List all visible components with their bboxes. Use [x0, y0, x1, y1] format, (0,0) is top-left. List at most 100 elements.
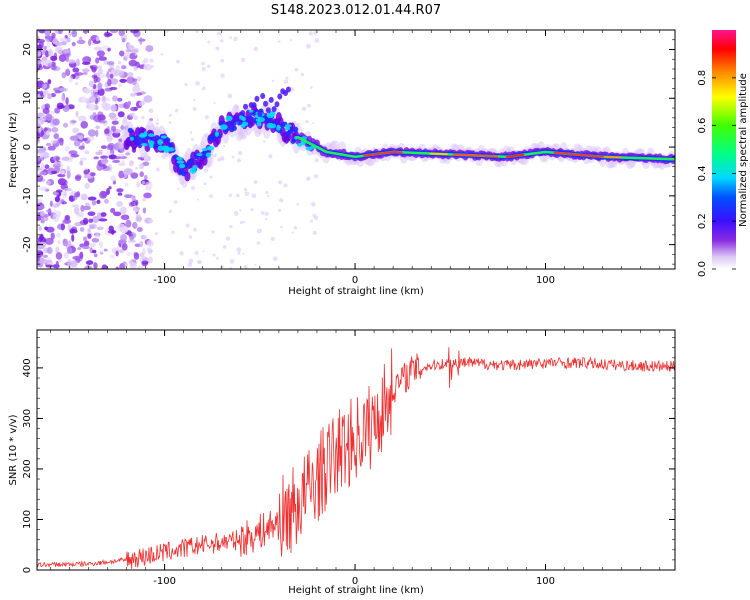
heatmap-noise-point: [110, 117, 118, 121]
heatmap-noise-point: [61, 94, 65, 102]
heatmap-faint-point: [136, 36, 139, 39]
heatmap-noise-point: [79, 157, 87, 161]
heatmap-faint-point: [253, 180, 258, 185]
heatmap-noise-point: [139, 240, 144, 248]
heatmap-noise-point: [74, 222, 83, 227]
heatmap-faint-point: [293, 226, 298, 230]
heatmap-faint-point: [227, 93, 233, 99]
heatmap-noise-point: [120, 206, 127, 213]
heatmap-noise-point: [72, 127, 80, 134]
heatmap-noise-point: [128, 233, 133, 237]
heatmap-faint-point: [201, 61, 205, 66]
heatmap-noise-point: [93, 75, 98, 84]
heatmap-faint-point: [270, 236, 275, 241]
heatmap-faint-point: [231, 155, 235, 159]
heatmap-noise-point: [38, 226, 42, 232]
heatmap-core-hot: [495, 155, 499, 158]
heatmap-noise-point: [57, 105, 65, 109]
heatmap-faint-point: [189, 131, 193, 134]
heatmap-faint-point: [206, 64, 211, 69]
heatmap-upper-streak: [228, 123, 234, 130]
heatmap-noise-point: [38, 127, 42, 133]
heatmap-noise-point: [61, 156, 70, 161]
heatmap-faint-point: [148, 108, 154, 114]
heatmap-noise-point: [90, 89, 95, 97]
heatmap-faint-point: [307, 103, 311, 108]
heatmap-noise-point: [50, 64, 57, 71]
heatmap-noise-point: [142, 161, 150, 166]
heatmap-noise-point: [137, 265, 144, 269]
heatmap-noise-point: [37, 119, 42, 127]
heatmap-noise-point: [141, 260, 149, 265]
heatmap-faint-point: [314, 158, 319, 163]
heatmap-noise-point: [37, 149, 45, 154]
heatmap-faint-point: [127, 42, 132, 48]
heatmap-cyan-blob: [179, 163, 186, 169]
heatmap-cyan-blob: [266, 112, 275, 118]
snr-frame: [36, 329, 676, 571]
heatmap-faint-point: [168, 209, 173, 214]
snr-ticks: -100 0 100 0 100 200 300 400: [22, 330, 675, 587]
heatmap-noise-point: [54, 90, 61, 94]
heatmap-noise-point: [47, 145, 56, 151]
heatmap-noise-point: [87, 228, 92, 233]
heatmap-noise-point: [82, 205, 92, 211]
heatmap-core-blue: [165, 137, 171, 143]
heatmap-noise-point: [118, 50, 125, 57]
heatmap-faint-point: [204, 115, 209, 120]
heatmap-noise-point: [41, 163, 45, 172]
heatmap-noise-point: [82, 88, 92, 94]
heatmap-faint-point: [207, 40, 211, 44]
colorbar-gradient: [712, 30, 736, 269]
heatmap-noise-point: [80, 193, 88, 201]
heatmap-noise-point: [115, 266, 119, 269]
heatmap-noise-point: [75, 110, 79, 118]
heatmap-noise-point: [65, 68, 71, 77]
heatmap-core-hot: [399, 151, 403, 154]
heatmap-faint-point: [238, 151, 243, 156]
heatmap-noise-point: [53, 52, 58, 59]
heatmap-data: [37, 30, 675, 269]
heatmap-noise-point: [117, 97, 123, 102]
heatmap-faint-point: [254, 263, 257, 266]
heatmap-noise-point: [74, 75, 81, 81]
heatmap-faint-point: [271, 80, 274, 83]
heatmap-core-hot: [521, 153, 525, 156]
colorbar-tick-label: 0.2: [697, 213, 708, 229]
heatmap-faint-point: [130, 160, 135, 165]
heatmap-cyan-blob: [140, 143, 148, 147]
heatmap-core-blue: [210, 135, 216, 141]
heatmap-noise-point: [93, 262, 98, 269]
heatmap-noise-point: [99, 251, 104, 255]
heatmap-noise-point: [126, 251, 132, 257]
heatmap-noise-point: [119, 78, 127, 83]
heatmap-noise-point: [37, 167, 40, 171]
heatmap-noise-point: [84, 182, 90, 190]
heatmap-faint-point: [154, 232, 159, 236]
heatmap-noise-point: [120, 34, 128, 42]
heatmap-noise-point: [53, 133, 60, 140]
heatmap-cyan-blob: [276, 124, 281, 131]
heatmap-noise-point: [143, 192, 152, 199]
heatmap-noise-point: [52, 118, 60, 126]
heatmap-upper-streak: [237, 119, 243, 126]
heatmap-noise-point: [125, 152, 131, 156]
heatmap-noise-point: [70, 120, 77, 124]
heatmap-faint-point: [130, 195, 136, 201]
heatmap-faint-point: [197, 259, 202, 265]
heatmap-faint-point: [233, 36, 238, 42]
heatmap-faint-point: [256, 241, 261, 245]
heatmap-noise-point: [62, 122, 69, 128]
heatmap-noise-point: [68, 30, 72, 38]
heatmap-core-hot: [600, 155, 604, 158]
heatmap-noise-point: [53, 210, 62, 218]
heatmap-upper-streak: [254, 95, 260, 102]
heatmap-faint-point: [143, 57, 149, 63]
heatmap-noise-point: [125, 219, 132, 228]
heatmap-noise-point: [115, 65, 121, 72]
heatmap-noise-point: [124, 182, 129, 187]
heatmap-cyan-blob: [157, 139, 163, 146]
heatmap-faint-point: [308, 31, 313, 36]
heatmap-noise-point: [37, 174, 44, 182]
heatmap-cyan-blob: [147, 133, 155, 138]
